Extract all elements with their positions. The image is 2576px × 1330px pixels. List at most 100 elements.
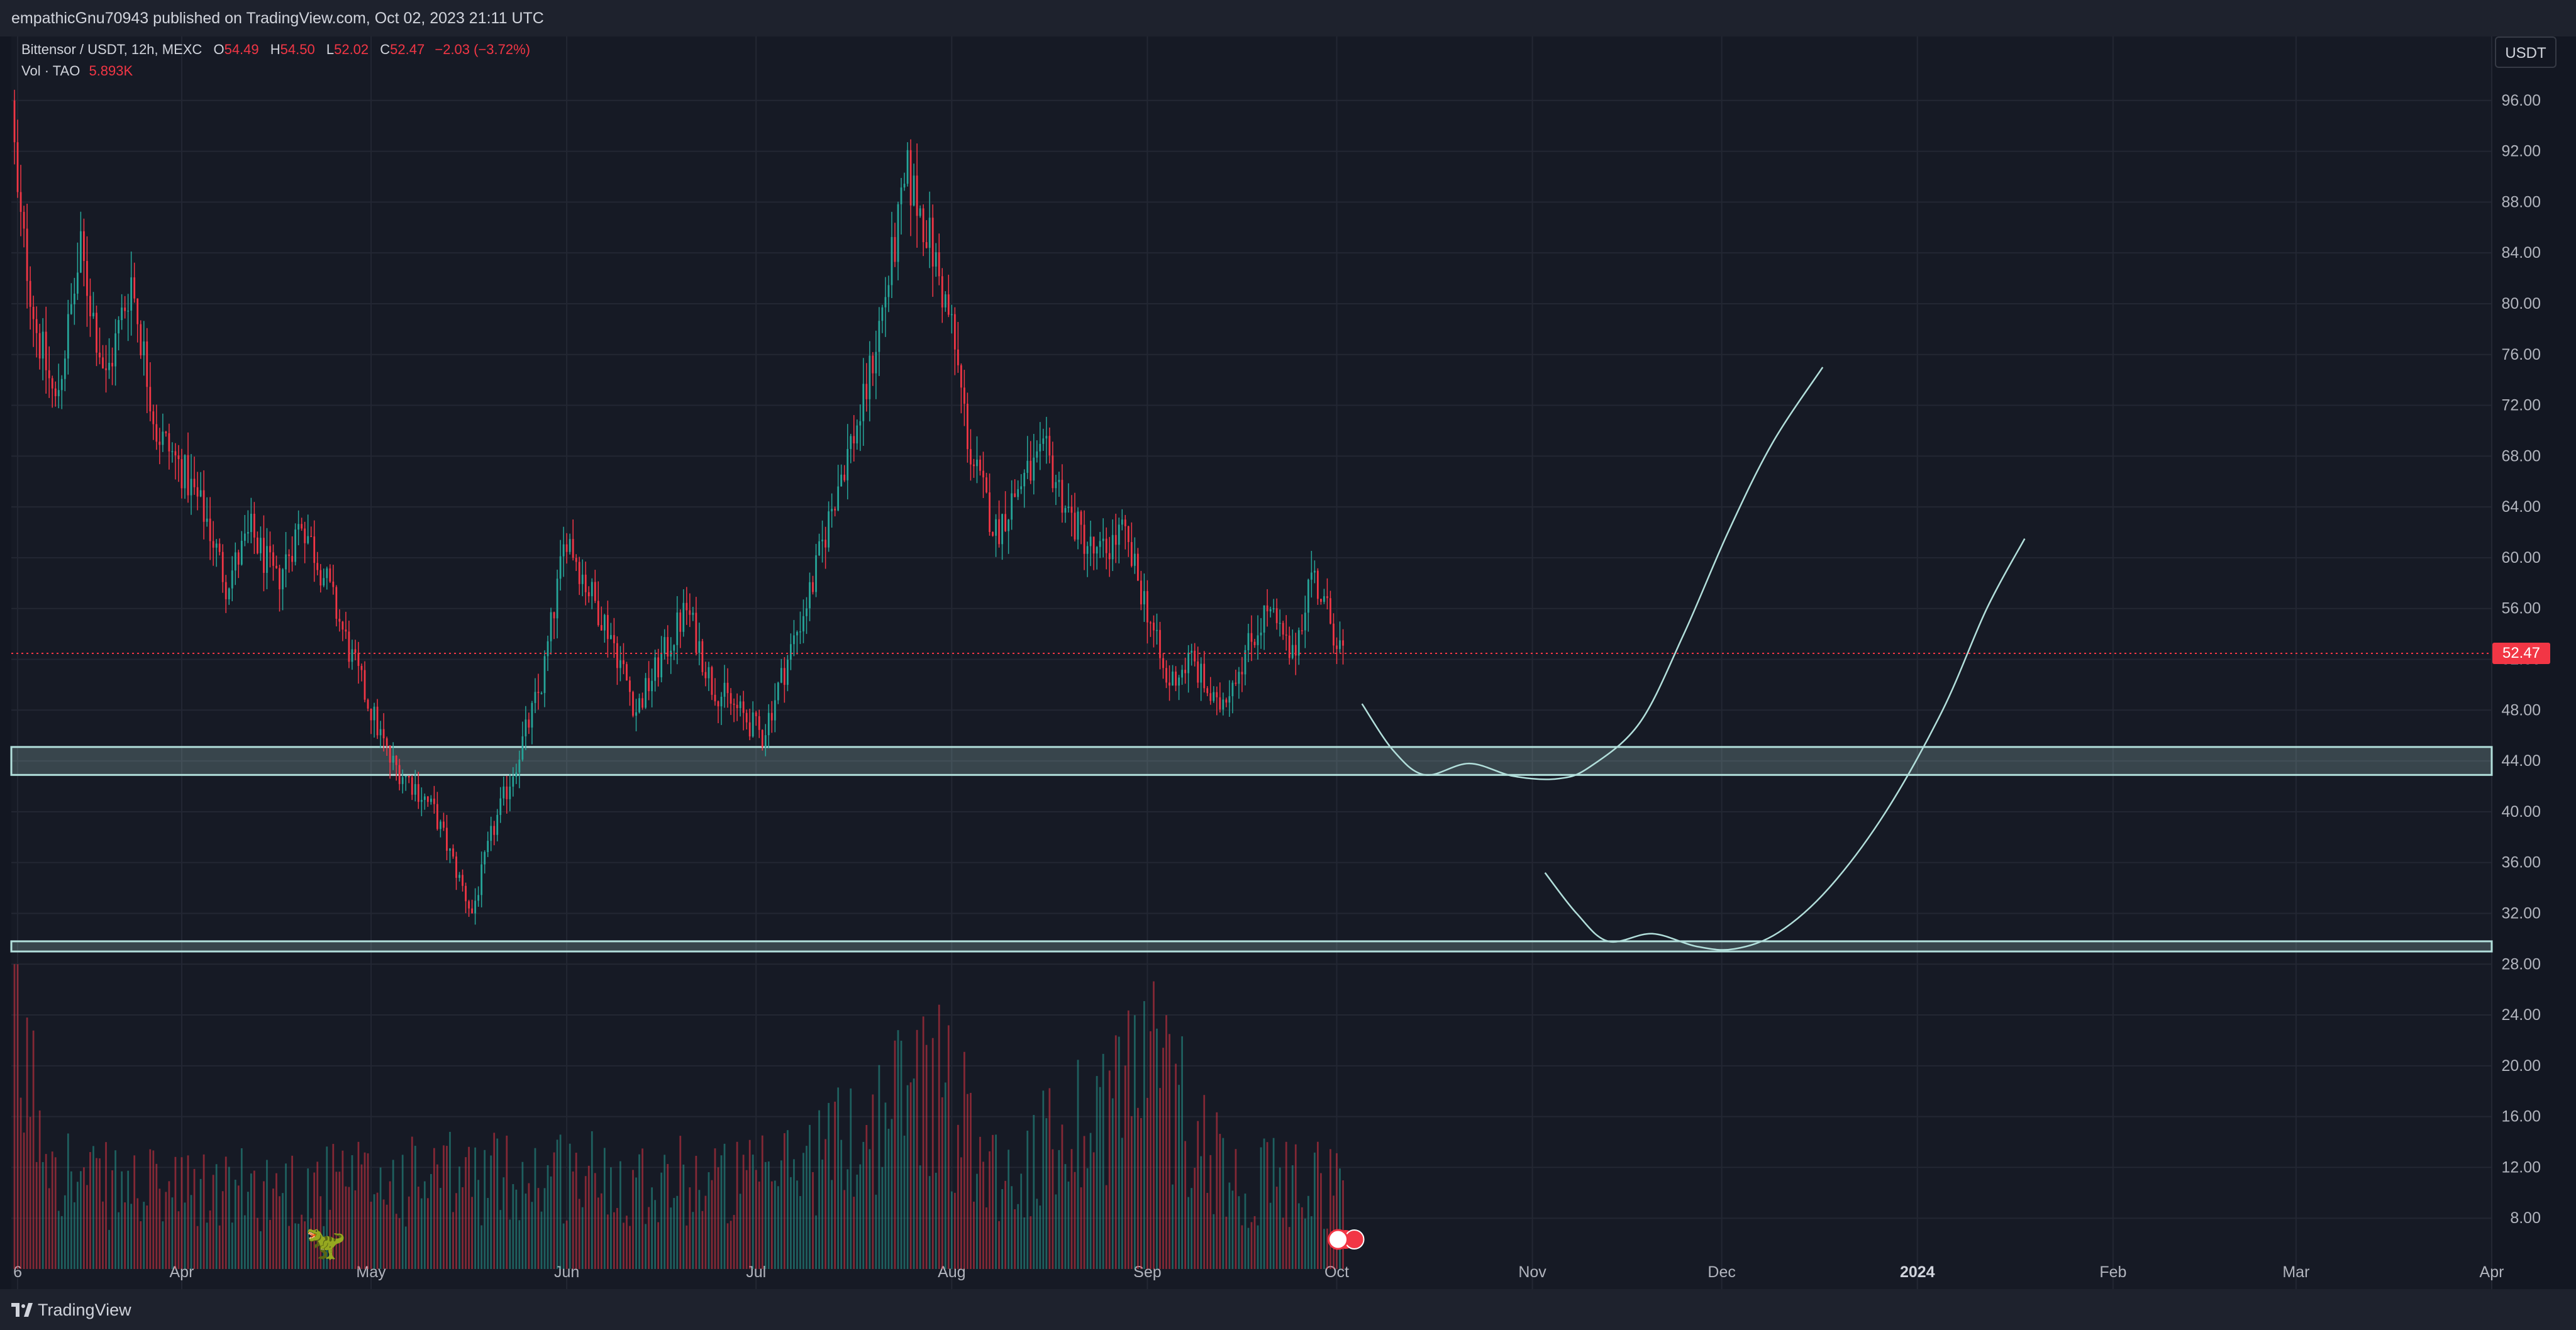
volume-bar: [1172, 1184, 1174, 1269]
volume-bar: [610, 1167, 612, 1269]
candle-body: [953, 314, 956, 350]
volume-bar: [695, 1156, 697, 1269]
tradingview-logo-icon: [11, 1303, 33, 1317]
volume-bar: [673, 1198, 675, 1269]
volume-bar: [1036, 1199, 1038, 1269]
volume-bar: [654, 1200, 657, 1269]
volume-bar: [521, 1161, 524, 1269]
candle-body: [1133, 553, 1136, 566]
candle-body: [73, 293, 75, 304]
volume-bar: [528, 1183, 530, 1269]
candle-body: [1039, 443, 1041, 452]
dinosaur-icon: 🦖: [306, 1225, 347, 1261]
candle-body: [553, 612, 555, 619]
candle-body: [272, 552, 274, 566]
candle-body: [118, 320, 119, 334]
volume-bar: [973, 1201, 975, 1269]
volume-bar: [806, 1146, 808, 1269]
candle-body: [1096, 546, 1098, 554]
candle-body: [392, 755, 394, 763]
volume-bar: [395, 1214, 397, 1269]
y-tick-label: 8.00: [2510, 1209, 2541, 1227]
volume-bar: [376, 1192, 379, 1269]
candle-body: [408, 775, 410, 778]
candle-body: [840, 474, 843, 487]
candle-body: [215, 543, 218, 548]
candle-body: [443, 821, 445, 828]
candle-body: [676, 612, 679, 645]
volume-bar: [1080, 1187, 1082, 1269]
volume-bar: [114, 1150, 116, 1269]
candle-body: [572, 539, 574, 558]
candle-body: [1203, 663, 1206, 689]
volume-bar: [837, 1087, 840, 1269]
volume-bar: [796, 1180, 798, 1269]
volume-bar: [379, 1167, 382, 1269]
footer: TradingView: [0, 1289, 2576, 1330]
volume-bar: [726, 1223, 729, 1269]
volume-bar: [1130, 1116, 1133, 1269]
candle-body: [348, 631, 350, 662]
volume-bar: [682, 1164, 685, 1269]
candle-body: [1282, 623, 1284, 635]
close-value: 52.47: [390, 42, 425, 57]
volume-bar: [755, 1170, 757, 1269]
candle-body: [752, 712, 754, 737]
volume-bar: [1014, 1209, 1016, 1269]
volume-bar: [203, 1154, 205, 1269]
volume-bar: [884, 1102, 887, 1269]
candle-body: [1121, 519, 1123, 525]
candle-body: [13, 100, 16, 143]
volume-bar: [689, 1187, 691, 1269]
candle-body: [682, 602, 685, 632]
volume-bar: [894, 1040, 896, 1269]
volume-bar: [493, 1133, 496, 1269]
volume-bar: [121, 1171, 123, 1269]
volume-bar: [184, 1202, 186, 1269]
candle-body: [484, 851, 486, 865]
candle-body: [657, 657, 660, 678]
candle-body: [717, 701, 719, 707]
volume-bar: [326, 1146, 328, 1269]
volume-bar: [316, 1161, 319, 1269]
volume-bar: [420, 1198, 423, 1269]
candle-body: [99, 352, 101, 358]
candle-body: [581, 574, 584, 584]
candle-body: [748, 722, 751, 737]
candle-body: [1001, 514, 1003, 545]
candle-body: [909, 150, 912, 206]
candle-body: [534, 692, 536, 703]
candle-body: [291, 556, 293, 562]
volume-bar: [919, 1165, 921, 1269]
candle-body: [80, 231, 82, 273]
chart-area[interactable]: [11, 36, 2492, 1289]
volume-bar: [382, 1199, 385, 1269]
volume-bar: [433, 1148, 435, 1269]
volume-bar: [449, 1131, 451, 1269]
volume-bar: [187, 1155, 189, 1269]
volume-bar: [1282, 1217, 1284, 1269]
volume-bar: [1313, 1152, 1316, 1269]
tradingview-brand[interactable]: TradingView: [38, 1300, 131, 1319]
currency-button[interactable]: USDT: [2495, 36, 2557, 68]
y-tick-label: 44.00: [2501, 752, 2541, 770]
volume-bar: [42, 1161, 44, 1269]
candle-body: [1026, 460, 1029, 473]
volume-bar: [909, 1082, 912, 1269]
volume-bar: [490, 1155, 492, 1269]
candle-body: [1108, 553, 1111, 560]
volume-bar: [180, 1157, 183, 1269]
candle-body: [941, 276, 943, 308]
candle-body: [565, 544, 568, 552]
candle-body: [812, 582, 814, 592]
candle-body: [60, 379, 63, 391]
candle-body: [1045, 436, 1048, 439]
volume-bar: [105, 1142, 107, 1269]
volume-bar: [291, 1155, 293, 1269]
candle-body: [704, 672, 707, 679]
volume-bar: [392, 1160, 394, 1269]
volume-bar: [225, 1156, 227, 1269]
volume-bar: [967, 1094, 969, 1269]
volume-bar: [594, 1173, 596, 1269]
